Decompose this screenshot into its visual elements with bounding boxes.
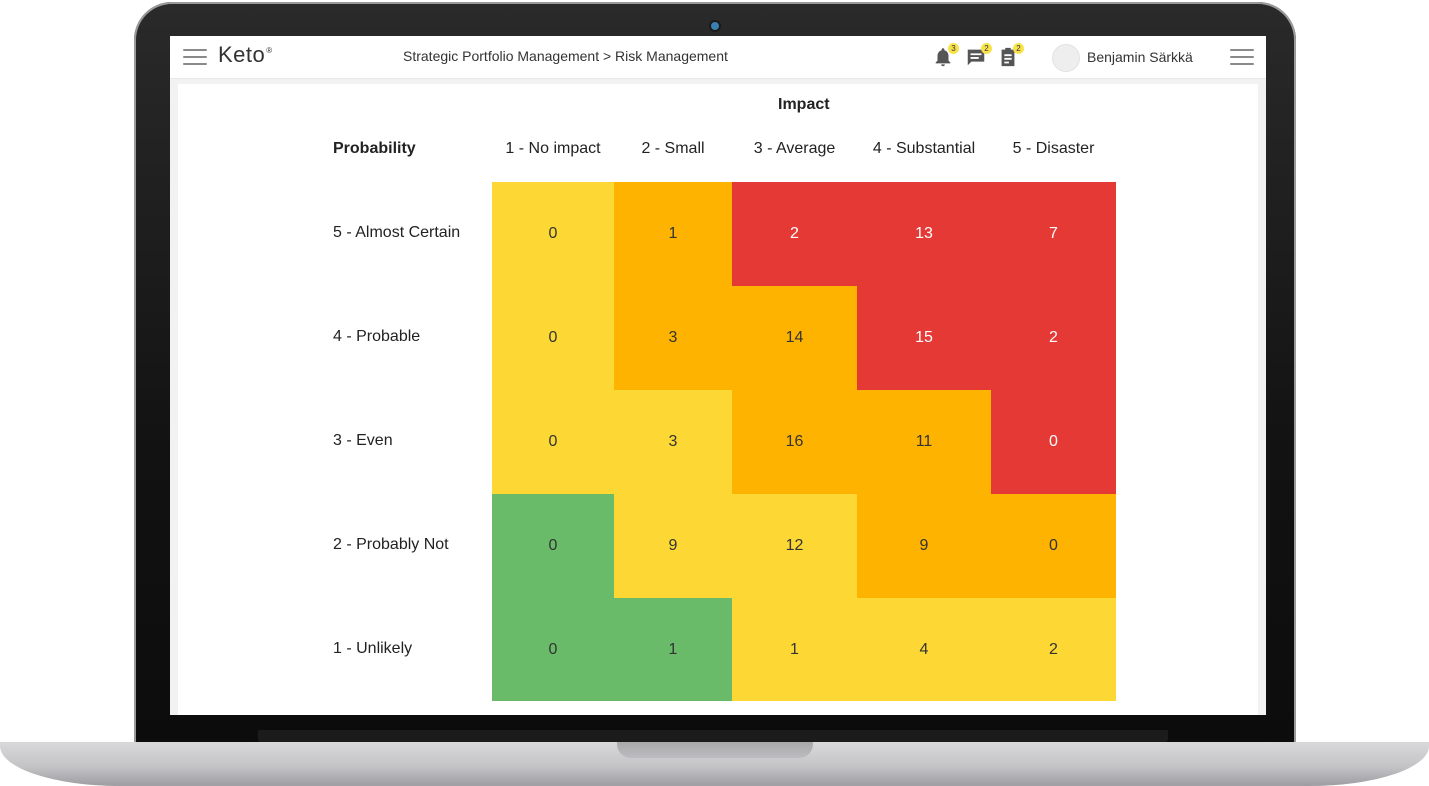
risk-cell-p5-i1[interactable]: 0 [492,182,614,286]
risk-cell-p4-i1[interactable]: 0 [492,286,614,390]
risk-cell-p1-i5[interactable]: 2 [991,598,1116,701]
user-name[interactable]: Benjamin Särkkä [1087,49,1193,65]
impact-label-2: 2 - Small [641,140,705,157]
chat-icon [967,49,985,66]
risk-cell-p1-i2[interactable]: 1 [614,598,732,701]
laptop-hinge [258,730,1168,744]
clipboard-icon [1001,47,1015,67]
risk-cell-p1-i4[interactable]: 4 [857,598,991,701]
risk-cell-p5-i2[interactable]: 1 [614,182,732,286]
menu-icon[interactable] [183,49,207,65]
risk-cell-p3-i5[interactable]: 0 [991,390,1116,494]
risk-cell-p2-i2[interactable]: 9 [614,494,732,598]
risk-cell-p1-i1[interactable]: 0 [492,598,614,701]
messages-button[interactable]: 2 [965,43,992,68]
logo[interactable]: Keto® [218,42,273,67]
camera-icon [711,22,719,30]
app-screen: Keto® Strategic Portfolio Management > R… [170,36,1266,715]
laptop-base [0,742,1429,786]
risk-cell-p3-i2[interactable]: 3 [614,390,732,494]
risk-cell-p5-i4[interactable]: 13 [857,182,991,286]
probability-label-4: 4 - Probable [333,328,421,345]
message-count-badge: 2 [981,43,992,54]
impact-label-1: 1 - No impact [505,140,601,157]
avatar[interactable] [1052,44,1080,72]
risk-cell-p1-i3[interactable]: 1 [732,598,857,701]
bell-icon [935,48,951,67]
probability-axis-title: Probability [333,140,416,157]
breadcrumb[interactable]: Strategic Portfolio Management > Risk Ma… [403,48,728,64]
risk-cell-p5-i3[interactable]: 2 [732,182,857,286]
risk-cell-p4-i4[interactable]: 15 [857,286,991,390]
probability-label-2: 2 - Probably Not [333,536,449,553]
risk-cell-p2-i5[interactable]: 0 [991,494,1116,598]
app-header: Keto® Strategic Portfolio Management > R… [170,36,1266,79]
laptop-notch [617,742,813,758]
probability-label-1: 1 - Unlikely [333,640,413,657]
risk-cell-p3-i1[interactable]: 0 [492,390,614,494]
risk-cell-p4-i3[interactable]: 14 [732,286,857,390]
risk-cell-p2-i4[interactable]: 9 [857,494,991,598]
impact-label-5: 5 - Disaster [1012,140,1095,157]
probability-label-5: 5 - Almost Certain [333,224,461,241]
risk-cell-p4-i2[interactable]: 3 [614,286,732,390]
risk-cell-p2-i3[interactable]: 12 [732,494,857,598]
task-count-badge: 2 [1013,43,1024,54]
risk-cell-p2-i1[interactable]: 0 [492,494,614,598]
risk-heatmap-grid: 0 1 2 13 7 0 3 14 15 2 0 3 16 11 0 0 9 12 9 0 0 1 1 4 2 [492,182,1116,701]
risk-cell-p3-i3[interactable]: 16 [732,390,857,494]
risk-cell-p4-i5[interactable]: 2 [991,286,1116,390]
user-menu-icon[interactable] [1230,49,1254,65]
impact-axis-title: Impact [778,96,830,113]
risk-cell-p3-i4[interactable]: 11 [857,390,991,494]
impact-label-4: 4 - Substantial [872,140,976,157]
notification-count-badge: 3 [948,43,959,54]
probability-label-3: 3 - Even [333,432,393,449]
notifications-button[interactable]: 3 [932,43,959,68]
risk-cell-p5-i5[interactable]: 7 [991,182,1116,286]
risk-matrix-panel: Impact Probability 1 - No impact 2 - Sma… [178,84,1258,715]
impact-label-3: 3 - Average [753,140,836,157]
tasks-button[interactable]: 2 [997,43,1024,68]
